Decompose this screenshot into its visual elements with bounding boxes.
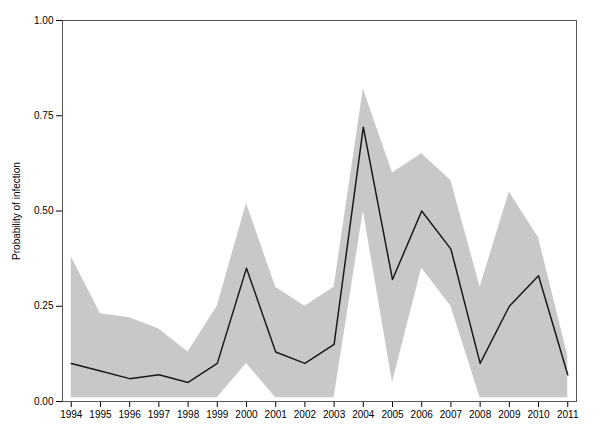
svg-text:2011: 2011	[557, 409, 579, 420]
svg-text:1997: 1997	[148, 409, 171, 420]
svg-text:1998: 1998	[177, 409, 200, 420]
svg-text:2009: 2009	[498, 409, 521, 420]
svg-text:2006: 2006	[411, 409, 434, 420]
svg-text:0.75: 0.75	[34, 110, 54, 121]
svg-text:0.50: 0.50	[34, 205, 54, 216]
svg-text:1996: 1996	[119, 409, 142, 420]
svg-text:1999: 1999	[206, 409, 229, 420]
svg-text:2005: 2005	[381, 409, 404, 420]
svg-text:1.00: 1.00	[34, 15, 54, 26]
svg-text:2004: 2004	[352, 409, 375, 420]
svg-text:0.25: 0.25	[34, 300, 54, 311]
svg-text:2000: 2000	[235, 409, 258, 420]
svg-text:2001: 2001	[265, 409, 288, 420]
svg-text:1994: 1994	[60, 409, 83, 420]
svg-text:0.00: 0.00	[34, 396, 54, 407]
svg-text:Probability of infection: Probability of infection	[11, 162, 22, 260]
svg-text:2002: 2002	[294, 409, 317, 420]
svg-text:1995: 1995	[89, 409, 112, 420]
svg-text:2008: 2008	[469, 409, 492, 420]
svg-text:2007: 2007	[440, 409, 463, 420]
svg-text:2003: 2003	[323, 409, 346, 420]
svg-text:2010: 2010	[527, 409, 550, 420]
